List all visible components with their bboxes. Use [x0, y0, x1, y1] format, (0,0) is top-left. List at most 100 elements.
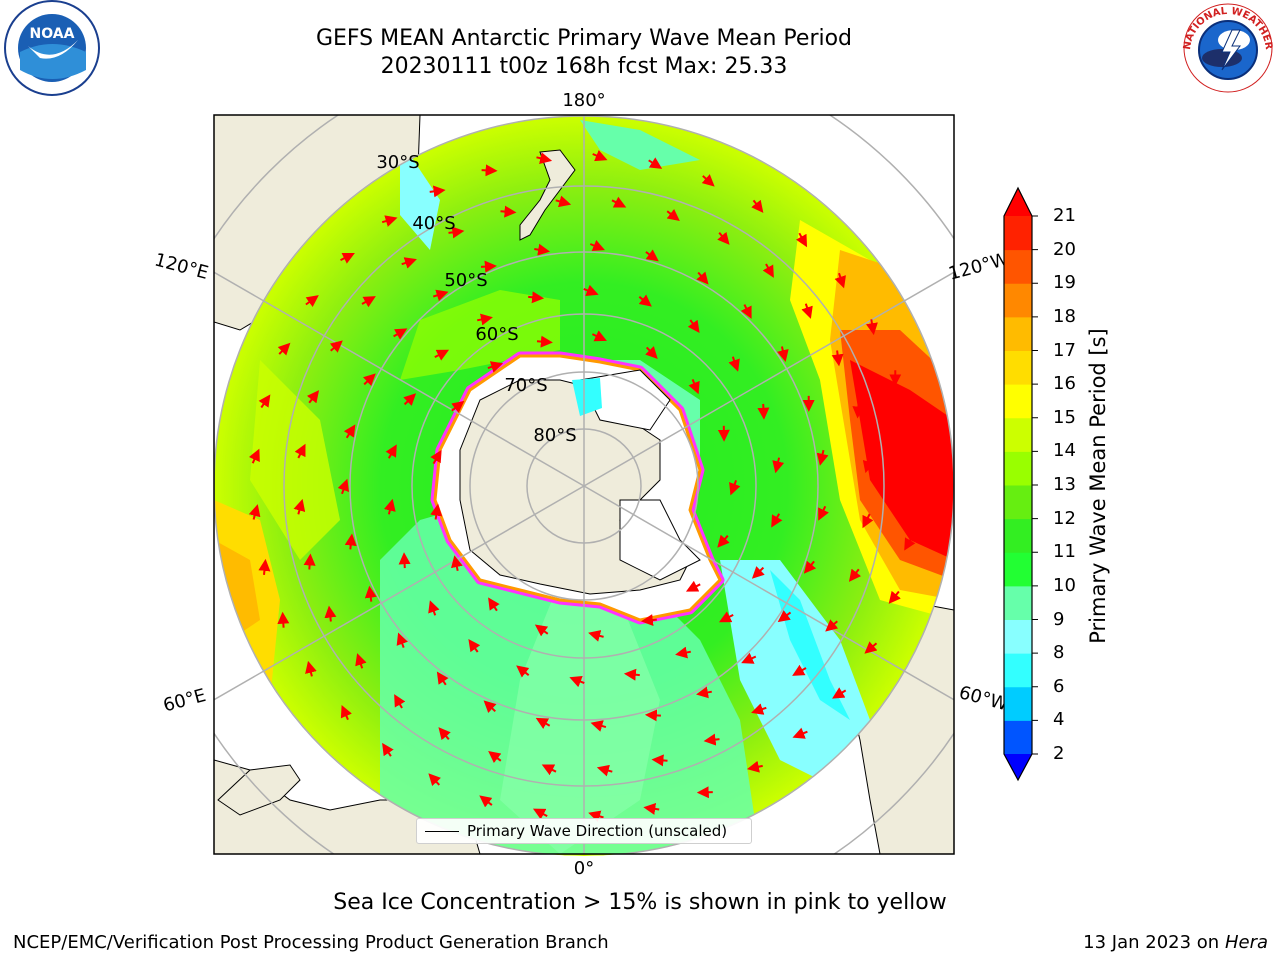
wave-direction-arrow [772, 457, 785, 474]
wave-direction-arrow [488, 750, 502, 764]
wave-direction-arrow [644, 709, 661, 722]
wave-direction-arrow [888, 590, 901, 604]
wave-direction-arrow [451, 555, 463, 572]
wave-direction-arrow [432, 289, 449, 302]
colorbar-tick-label: 4 [1053, 709, 1065, 731]
wave-direction-arrow [596, 764, 613, 777]
wave-direction-arrow [396, 632, 408, 648]
colorbar-tick-label: 13 [1053, 474, 1076, 495]
wave-direction-arrow [534, 624, 549, 637]
wave-direction-arrow [477, 313, 493, 326]
wave-direction-arrow [385, 444, 397, 459]
wave-direction-arrow [741, 652, 757, 664]
wave-direction-arrow [479, 795, 493, 808]
colorbar-tick-label: 9 [1053, 608, 1065, 630]
wave-direction-arrow [516, 665, 530, 678]
wave-direction-arrow [696, 271, 709, 285]
wave-direction-arrow [666, 208, 680, 222]
wave-direction-arrow [751, 199, 764, 213]
wave-direction-arrow [536, 335, 553, 348]
wave-direction-arrow [831, 350, 844, 367]
lat-label-70s: 70°S [504, 375, 547, 396]
lat-label-50s: 50°S [444, 270, 487, 291]
wave-direction-arrow [480, 260, 497, 273]
colorbar-bin [1004, 350, 1032, 385]
lat-label-40s: 40°S [412, 213, 455, 234]
wave-direction-arrow [541, 764, 557, 776]
wave-direction-arrow [803, 560, 817, 574]
wave-direction-arrow [569, 676, 585, 688]
colorbar-tick-label: 10 [1053, 574, 1076, 596]
colorbar-tick-label: 11 [1053, 541, 1076, 563]
wave-direction-arrow [623, 668, 640, 681]
wave-direction-arrow [588, 810, 604, 823]
lon-label-180: 180° [562, 90, 605, 111]
wave-direction-arrow [364, 585, 377, 602]
nws-logo: NATIONAL WEATHER SERVICE [1178, 0, 1274, 94]
wave-direction-arrow [381, 215, 398, 227]
wave-direction-arrow [648, 157, 663, 169]
wave-direction-arrow [248, 448, 260, 464]
wave-direction-arrow [818, 505, 829, 521]
wave-direction-arrow [777, 610, 792, 623]
wave-direction-arrow [430, 503, 443, 520]
colorbar [1003, 186, 1038, 782]
wave-direction-arrow [751, 566, 765, 579]
footer-organization: NCEP/EMC/Verification Post Processing Pr… [13, 932, 609, 953]
wave-direction-arrow [303, 553, 316, 570]
wave-direction-arrow [816, 449, 829, 466]
wave-direction-arrow [592, 149, 608, 162]
colorbar-bin [1004, 653, 1032, 688]
wave-direction-arrow [398, 552, 411, 569]
colorbar-label: Primary Wave Mean Period [s] [1086, 328, 1110, 644]
graticule [214, 115, 954, 854]
wave-direction-arrow [306, 390, 320, 404]
wave-direction-arrow [535, 717, 551, 729]
wave-direction-arrow [361, 296, 376, 308]
wave-direction-arrow [588, 630, 604, 642]
wave-direction-arrow [534, 243, 551, 256]
wave-direction-arrow [801, 303, 813, 319]
wave-direction-arrow [792, 727, 808, 739]
wave-direction-arrow [337, 478, 349, 495]
wave-direction-arrow [746, 760, 763, 773]
wave-direction-arrow [645, 249, 659, 262]
colorbar-bin [1004, 518, 1032, 553]
wave-direction-arrow [428, 773, 441, 787]
wave-direction-arrow [590, 720, 607, 732]
wave-direction-arrow [751, 703, 767, 715]
lon-label-120w: 120°W [946, 249, 1011, 285]
wave-direction-arrow [428, 600, 440, 616]
colorbar-bin [1004, 451, 1032, 486]
wave-direction-arrow [487, 361, 504, 373]
wave-direction-arrow [258, 394, 271, 409]
wave-direction-arrow [483, 700, 497, 713]
footer-host: Hera [1224, 932, 1268, 953]
colorbar-bin [1004, 485, 1032, 520]
wave-direction-arrow [703, 733, 720, 746]
wave-direction-arrow [324, 605, 337, 622]
wave-direction-arrow [430, 449, 442, 465]
wave-direction-arrow [909, 480, 921, 496]
wave-direction-arrow [862, 513, 874, 529]
map-title: GEFS MEAN Antarctic Primary Wave Mean Pe… [315, 26, 853, 51]
colorbar-bin [1004, 720, 1032, 755]
colorbar-bin [1004, 249, 1032, 284]
colorbar-tick-label: 21 [1053, 205, 1076, 226]
wave-direction-arrow [248, 504, 261, 520]
wave-direction-arrow [792, 664, 807, 676]
wave-direction-arrow [852, 402, 865, 419]
wave-direction-arrow [762, 263, 774, 278]
wave-direction-arrow [864, 641, 878, 654]
wave-direction-arrow [740, 304, 752, 319]
colorbar-bin [1004, 283, 1032, 318]
wave-direction-arrow [834, 272, 846, 289]
antarctica [430, 351, 725, 625]
wave-direction-arrow [394, 694, 406, 709]
wave-direction-arrow [643, 802, 660, 815]
wave-direction-arrow [344, 533, 357, 550]
footer-date-text: 13 Jan 2023 on [1083, 932, 1220, 953]
colorbar-bin [1004, 585, 1032, 620]
colorbar-tick-label: 16 [1053, 373, 1076, 395]
